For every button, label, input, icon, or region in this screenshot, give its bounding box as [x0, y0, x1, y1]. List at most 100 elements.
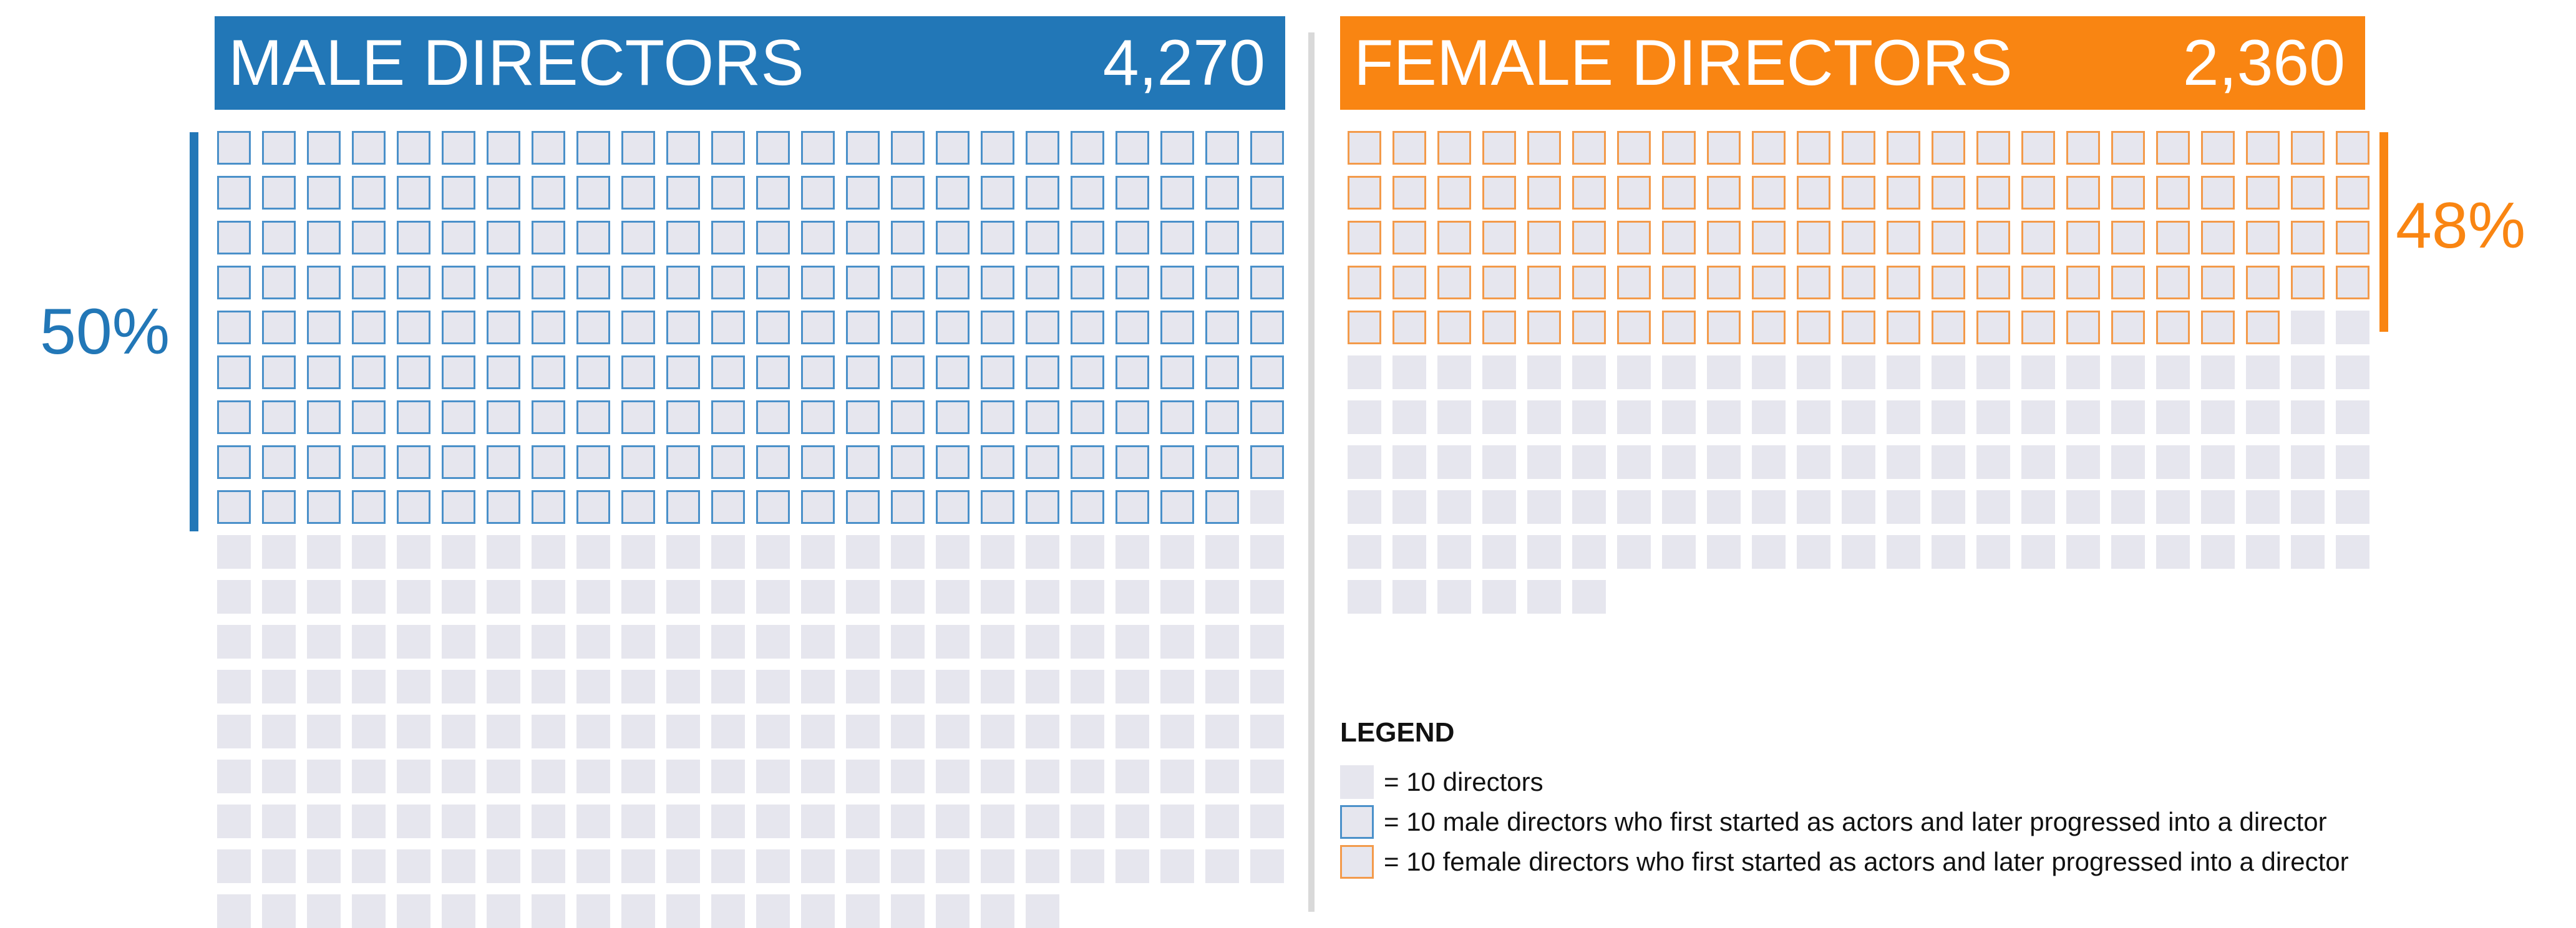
director-cell: [2336, 535, 2369, 569]
director-cell: [487, 580, 520, 614]
female-actor-director-cell: [1482, 131, 1516, 165]
male-actor-director-cell: [1115, 176, 1149, 210]
director-cell: [1976, 490, 2010, 524]
female-actor-director-cell: [1707, 131, 1741, 165]
male-actor-director-cell: [666, 131, 700, 165]
female-actor-director-cell: [1437, 311, 1471, 344]
director-cell: [352, 715, 386, 748]
female-actor-director-cell: [2111, 131, 2145, 165]
male-actor-director-cell: [936, 490, 970, 524]
director-cell: [1572, 490, 1606, 524]
director-cell: [1160, 849, 1194, 883]
male-actor-director-cell: [487, 221, 520, 254]
director-cell: [1662, 355, 1696, 389]
director-cell: [1662, 535, 1696, 569]
director-cell: [711, 805, 745, 838]
director-cell: [262, 894, 296, 928]
director-cell: [801, 849, 835, 883]
director-cell: [532, 535, 565, 569]
male-actor-director-cell: [891, 266, 925, 299]
female-actor-director-cell: [1662, 266, 1696, 299]
male-actor-director-cell: [487, 400, 520, 434]
director-cell: [666, 760, 700, 793]
director-cell: [1842, 400, 1875, 434]
male-actor-director-cell: [397, 355, 430, 389]
legend-item: = 10 directors: [1340, 762, 2349, 802]
director-cell: [1797, 355, 1830, 389]
director-cell: [532, 625, 565, 659]
director-cell: [1662, 445, 1696, 479]
male-actor-director-cell: [307, 221, 341, 254]
director-cell: [936, 894, 970, 928]
male-actor-director-cell: [1250, 176, 1284, 210]
male-actor-director-cell: [262, 131, 296, 165]
director-cell: [442, 715, 475, 748]
female-percent-label: 48%: [2396, 190, 2526, 262]
female-directors-count: 2,360: [2182, 27, 2345, 99]
male-actor-director-cell: [711, 221, 745, 254]
director-cell: [1437, 445, 1471, 479]
female-actor-director-cell: [1482, 266, 1516, 299]
male-actor-director-cell: [442, 355, 475, 389]
male-actor-director-cell: [981, 445, 1014, 479]
director-cell: [1887, 400, 1920, 434]
female-actor-director-cell: [2156, 131, 2190, 165]
director-cell: [1026, 849, 1059, 883]
director-cell: [1026, 580, 1059, 614]
director-cell: [1437, 490, 1471, 524]
male-actor-director-cell: [1205, 445, 1239, 479]
director-cell: [1437, 355, 1471, 389]
director-cell: [442, 535, 475, 569]
male-actor-director-cell: [891, 176, 925, 210]
female-actor-director-cell: [2066, 131, 2100, 165]
male-actor-director-cell: [397, 490, 430, 524]
director-cell: [1572, 535, 1606, 569]
male-actor-director-cell: [756, 355, 790, 389]
director-cell: [1026, 670, 1059, 703]
director-cell: [891, 805, 925, 838]
director-cell: [621, 625, 655, 659]
female-actor-director-cell: [2201, 176, 2235, 210]
male-actor-director-cell: [487, 131, 520, 165]
female-actor-director-cell: [1707, 176, 1741, 210]
director-cell: [2066, 355, 2100, 389]
director-cell: [1392, 400, 1426, 434]
male-actor-director-cell: [487, 445, 520, 479]
male-actor-director-cell: [801, 400, 835, 434]
director-cell: [711, 894, 745, 928]
director-cell: [262, 760, 296, 793]
director-cell: [1437, 400, 1471, 434]
director-cell: [1250, 760, 1284, 793]
male-actor-director-cell: [1115, 131, 1149, 165]
male-actor-director-cell: [621, 311, 655, 344]
director-cell: [1250, 670, 1284, 703]
director-cell: [801, 894, 835, 928]
director-cell: [262, 805, 296, 838]
male-actor-director-cell: [352, 266, 386, 299]
legend-swatch-male: [1340, 805, 1374, 839]
male-actor-director-cell: [532, 131, 565, 165]
director-cell: [397, 535, 430, 569]
female-actor-director-cell: [1842, 131, 1875, 165]
male-actor-director-cell: [1026, 355, 1059, 389]
director-cell: [2156, 400, 2190, 434]
female-actor-director-cell: [1752, 311, 1786, 344]
male-actor-director-cell: [1250, 266, 1284, 299]
male-actor-director-cell: [1071, 355, 1104, 389]
male-actor-director-cell: [711, 131, 745, 165]
male-actor-director-cell: [936, 400, 970, 434]
director-cell: [1482, 490, 1516, 524]
director-cell: [307, 849, 341, 883]
director-cell: [1205, 715, 1239, 748]
female-actor-director-cell: [1707, 221, 1741, 254]
director-cell: [307, 715, 341, 748]
director-cell: [2111, 535, 2145, 569]
director-cell: [2291, 355, 2325, 389]
female-actor-director-cell: [2246, 221, 2280, 254]
male-actor-director-cell: [1250, 445, 1284, 479]
director-cell: [1932, 445, 1965, 479]
director-cell: [1932, 355, 1965, 389]
panel-divider: [1308, 32, 1315, 912]
male-actor-director-cell: [1250, 311, 1284, 344]
female-actor-director-cell: [1348, 221, 1381, 254]
